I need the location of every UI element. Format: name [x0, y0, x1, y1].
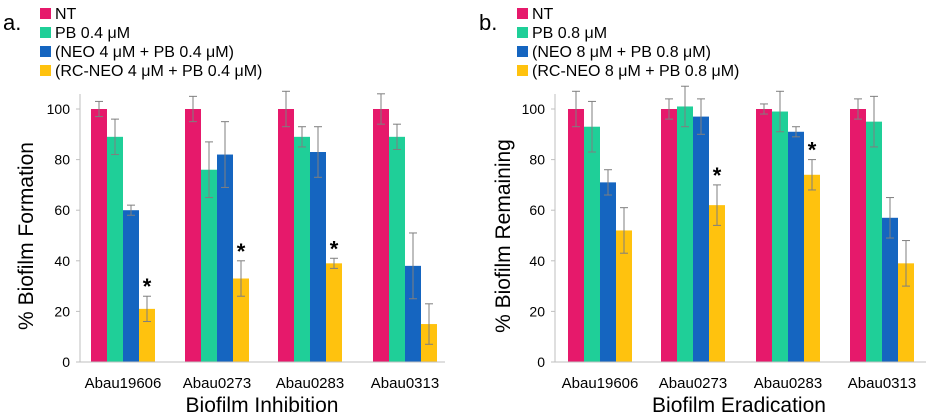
panel-b-legend-label: (RC-NEO 8 μM + PB 0.8 μM) [532, 63, 739, 80]
panel-a-y-tick-label: 100 [47, 101, 71, 117]
panel-a-bar [294, 136, 310, 362]
panel-a-category-label: Abau0273 [183, 375, 251, 392]
panel-a-legend-swatch [40, 46, 51, 57]
panel-a-y-tick-label: 0 [62, 354, 70, 370]
panel-b-bar [693, 116, 709, 362]
panel-b-y-tick-label: 100 [522, 101, 546, 117]
panel-b-category-label: Abau19606 [562, 375, 639, 392]
panel-b-significance-marks: ** [713, 138, 817, 188]
panel-a-y-ticks: 0 20 40 60 80 100 [47, 101, 80, 370]
panel-a-bar [278, 109, 294, 362]
panel-a-category-label: Abau0283 [276, 375, 344, 392]
panel-a-legend: NT PB 0.4 μM (NEO 4 μM + PB 0.4 μM) (RC-NEO… [40, 6, 262, 80]
panel-a-significance-star: * [330, 236, 339, 261]
panel-b-legend-swatch [517, 8, 528, 19]
panel-a-y-tick-label: 80 [54, 152, 70, 168]
panel-a-legend-label: NT [55, 6, 77, 23]
panel-b-legend-label: NT [532, 6, 554, 23]
panel-a-bars [91, 109, 437, 362]
panel-b-x-axis-title: Biofilm Eradication [652, 394, 826, 417]
panel-b-legend-label: (NEO 8 μM + PB 0.8 μM) [532, 44, 711, 61]
panel-a-legend-label: (NEO 4 μM + PB 0.4 μM) [55, 44, 234, 61]
panel-a-legend-swatch [40, 65, 51, 76]
panel-b-category-label: Abau0313 [848, 375, 916, 392]
panel-a-chart: a. % Biofilm Formation Biofilm Inhibitio… [3, 6, 445, 417]
panel-b-legend-swatch [517, 46, 528, 57]
panel-a-legend-swatch [40, 8, 51, 19]
panel-a-error-bars [95, 90, 433, 345]
panel-a-bar [389, 136, 405, 362]
panel-b-chart: b. % Biofilm Remaining Biofilm Eradicati… [479, 6, 926, 417]
panel-a-y-tick-label: 40 [54, 253, 70, 269]
panel-b-bar [882, 217, 898, 362]
panel-b-bar [661, 109, 677, 362]
panel-a-bar [233, 278, 249, 362]
panel-a-bar [405, 265, 421, 362]
panel-b-legend-label: PB 0.8 μM [532, 25, 607, 42]
panel-a-bar [139, 308, 155, 362]
panel-a-legend-label: PB 0.4 μM [55, 25, 130, 42]
panel-b-y-tick-label: 20 [529, 303, 545, 319]
panel-b-significance-star: * [713, 163, 722, 188]
panel-b-bar [677, 106, 693, 362]
panel-a-y-axis-title: % Biofilm Formation [15, 142, 38, 330]
panel-b-bars [568, 106, 914, 363]
panel-b-bar [866, 121, 882, 363]
panel-b-category-labels: Abau19606 Abau0273 Abau0283 Abau0313 [562, 375, 917, 392]
panel-a-bar [373, 109, 389, 362]
panel-b-bar [898, 263, 914, 362]
panel-b-bar [616, 230, 632, 362]
panel-b-bar [850, 109, 866, 362]
panel-a-significance-star: * [143, 274, 152, 299]
panel-a-bar [185, 109, 201, 362]
panel-b-bar [600, 182, 616, 362]
panel-a-bar [310, 152, 326, 362]
panel-b-bar [709, 205, 725, 362]
panel-a-significance-star: * [237, 239, 246, 264]
panel-b-y-axis-title: % Biofilm Remaining [492, 139, 515, 333]
panel-b-bar [568, 109, 584, 362]
panel-a-significance-marks: * * * [143, 236, 339, 299]
panel-b-legend: NT PB 0.8 μM (NEO 8 μM + PB 0.8 μM) (RC-NEO… [517, 6, 739, 80]
panel-b-category-label: Abau0273 [659, 375, 727, 392]
panel-a-legend-swatch [40, 27, 51, 38]
panel-a-bar [91, 109, 107, 362]
panel-b-label: b. [479, 10, 497, 35]
panel-b-significance-star: * [808, 138, 817, 163]
panel-b-bar [788, 131, 804, 362]
panel-a-legend-label: (RC-NEO 4 μM + PB 0.4 μM) [55, 63, 262, 80]
panel-a-category-label: Abau19606 [85, 375, 162, 392]
panel-a-bar [201, 169, 217, 362]
panel-a-bar [123, 210, 139, 362]
panel-b-bar [584, 126, 600, 363]
panel-a-bar [217, 154, 233, 362]
panel-b-y-tick-label: 0 [537, 354, 545, 370]
panel-a-label: a. [3, 10, 21, 35]
panel-b-category-label: Abau0283 [754, 375, 822, 392]
panel-a-y-tick-label: 60 [54, 202, 70, 218]
panel-b-y-tick-label: 60 [529, 202, 545, 218]
panel-a-x-axis-title: Biofilm Inhibition [186, 394, 339, 417]
panel-a-bar [326, 263, 342, 362]
panel-b-legend-swatch [517, 65, 528, 76]
panel-b-bar [756, 109, 772, 362]
panel-b-y-ticks: 0 20 40 60 80 100 [522, 101, 555, 370]
panel-b-error-bars [572, 85, 910, 287]
panel-b-bar [772, 111, 788, 362]
panel-a-y-tick-label: 20 [54, 303, 70, 319]
panel-a-bar [107, 136, 123, 362]
panel-a-category-labels: Abau19606 Abau0273 Abau0283 Abau0313 [85, 375, 440, 392]
panel-b-y-tick-label: 40 [529, 253, 545, 269]
panel-a-category-label: Abau0313 [371, 375, 439, 392]
panel-b-y-tick-label: 80 [529, 152, 545, 168]
panel-b-bar [804, 174, 820, 362]
panel-b-legend-swatch [517, 27, 528, 38]
